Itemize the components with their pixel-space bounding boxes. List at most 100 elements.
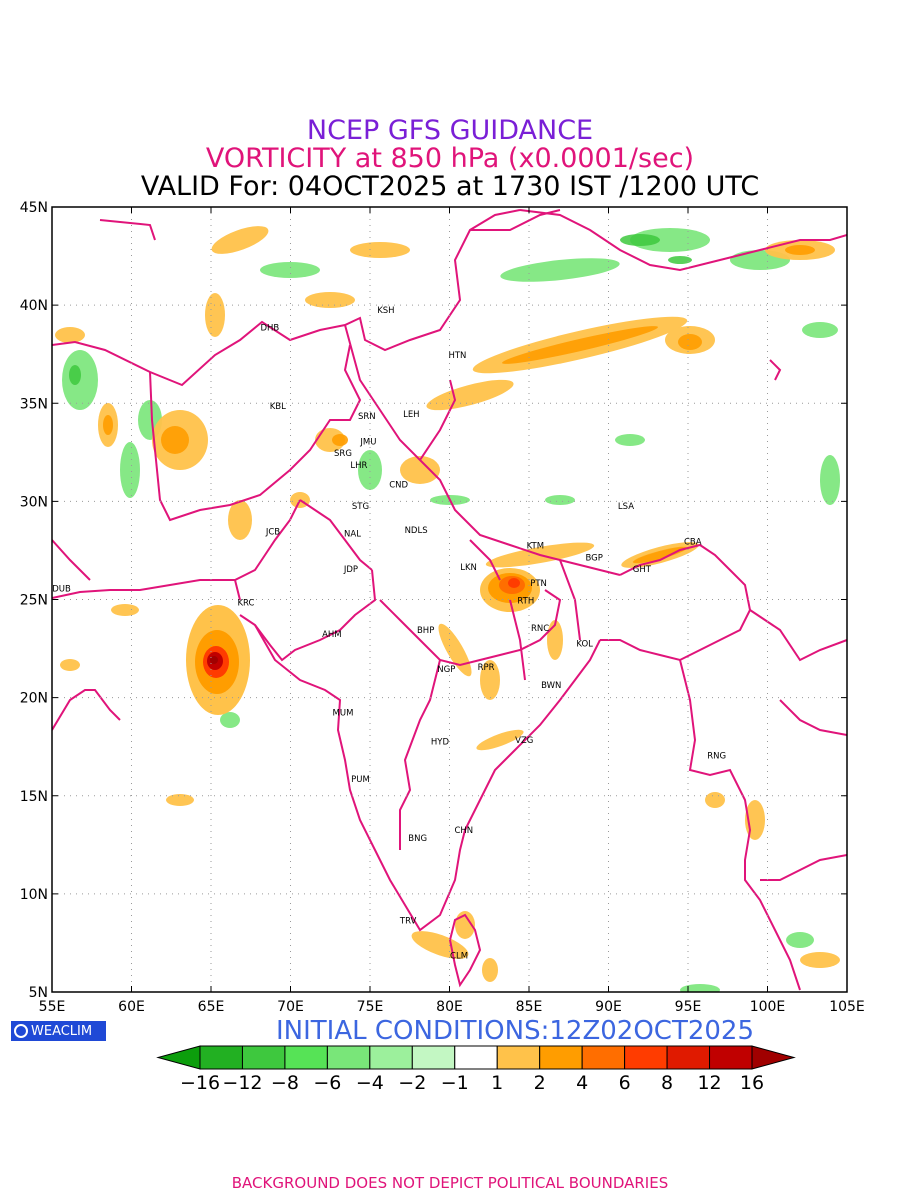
title-model: NCEP GFS GUIDANCE: [306, 115, 594, 146]
colorbar-label: 1: [491, 1072, 503, 1094]
city-label: PTN: [530, 579, 547, 589]
lat-tick-label: 5N: [29, 985, 48, 1001]
city-label: LSA: [618, 502, 634, 512]
city-label: DUB: [52, 585, 71, 595]
colorbar-arrow-high: [751, 1045, 796, 1070]
lat-tick-label: 45N: [20, 200, 48, 216]
plot-frame: [51, 206, 848, 993]
city-label: LKN: [460, 563, 477, 573]
city-label: STG: [352, 502, 369, 512]
colorbar-swatch: [369, 1045, 413, 1070]
lat-tick-label: 30N: [20, 494, 48, 510]
colorbar-legend: −16 −12 −8 −6 −4 −2 −1 1 2 4 6 8 12 16: [156, 1045, 796, 1094]
axis-ticks: 55E 60E 65E 70E 75E 80E 85E 90E 95E 100E 105E 45N 40…: [20, 200, 865, 1015]
city-label: KBL: [270, 402, 286, 412]
city-label: KRC: [237, 598, 254, 608]
colorbar-swatch: [411, 1045, 456, 1070]
city-label: LEH: [403, 410, 420, 420]
city-label: RPR: [478, 663, 495, 673]
lat-tick-label: 20N: [20, 691, 48, 707]
city-label: GHT: [633, 565, 652, 575]
lon-tick-label: 55E: [39, 999, 66, 1015]
lon-tick-label: 65E: [198, 999, 225, 1015]
weaclim-logo-icon: [14, 1024, 28, 1038]
city-label: SRG: [334, 449, 352, 459]
lat-tick-label: 25N: [20, 593, 48, 609]
colorbar-label: 12: [697, 1072, 721, 1094]
city-label: KSH: [377, 306, 394, 316]
colorbar-swatch: [199, 1045, 243, 1070]
colorbar-label: −6: [313, 1072, 341, 1094]
colorbar-swatch: [496, 1045, 541, 1070]
city-label: VZG: [515, 736, 533, 746]
city-label: BHP: [417, 626, 434, 636]
city-label: JDP: [343, 565, 358, 575]
colorbar-swatch: [539, 1045, 583, 1070]
city-label: BWN: [541, 681, 561, 691]
city-label: MUM: [333, 708, 354, 718]
city-label: HYD: [431, 738, 450, 748]
colorbar-label: −4: [356, 1072, 384, 1094]
colorbar-swatch: [284, 1045, 328, 1070]
lat-tick-label: 10N: [20, 887, 48, 903]
initial-conditions: INITIAL CONDITIONS:12Z02OCT2025: [276, 1016, 755, 1046]
colorbar-swatch: [666, 1045, 711, 1070]
colorbar-swatch: [709, 1045, 753, 1070]
footer-disclaimer: BACKGROUND DOES NOT DEPICT POLITICAL BOU…: [231, 1174, 669, 1192]
city-label: SRN: [358, 412, 376, 422]
colorbar-swatch: [454, 1045, 498, 1070]
city-label: JMU: [359, 437, 376, 447]
colorbar-swatch: [624, 1045, 668, 1070]
lat-tick-label: 35N: [20, 396, 48, 412]
boundary-lines: [52, 209, 847, 991]
lon-tick-label: 95E: [675, 999, 702, 1015]
colorbar-label: 6: [619, 1072, 631, 1094]
title-field: VORTICITY at 850 hPa (x0.0001/sec): [205, 143, 695, 174]
city-label: RTH: [517, 596, 534, 606]
city-label: HTN: [448, 351, 466, 361]
weaclim-badge: WEACLIM: [11, 1021, 106, 1041]
colorbar-label: −8: [271, 1072, 299, 1094]
colorbar-label: 16: [740, 1072, 764, 1094]
colorbar-label: −16: [180, 1072, 220, 1094]
cyclone-system: [186, 605, 250, 715]
city-label: BNG: [408, 834, 427, 844]
lon-tick-label: 75E: [357, 999, 384, 1015]
city-label: RNG: [707, 751, 726, 761]
colorbar-swatch: [326, 1045, 371, 1070]
city-label: DHB: [260, 324, 279, 334]
lon-tick-label: 70E: [277, 999, 304, 1015]
colorbar-label: −12: [222, 1072, 262, 1094]
lon-tick-label: 100E: [750, 999, 786, 1015]
vorticity-field: [55, 226, 840, 992]
city-label: CND: [389, 481, 408, 491]
city-label: CLM: [450, 952, 468, 962]
lon-tick-label: 85E: [516, 999, 543, 1015]
city-label: BGP: [585, 553, 602, 563]
lat-tick-label: 15N: [20, 789, 48, 805]
lon-tick-label: 60E: [118, 999, 145, 1015]
city-label: NGP: [437, 665, 455, 675]
lon-tick-label: 90E: [595, 999, 622, 1015]
city-label: NAL: [344, 530, 361, 540]
colorbar-label: −2: [398, 1072, 426, 1094]
lon-tick-label: 105E: [829, 999, 865, 1015]
city-label: RNC: [531, 624, 549, 634]
colorbar-arrow-low: [156, 1045, 201, 1070]
grid-lines: [52, 207, 847, 992]
city-label: LHR: [350, 461, 367, 471]
lat-tick-label: 40N: [20, 298, 48, 314]
colorbar-label: 2: [534, 1072, 546, 1094]
title-valid-time: VALID For: 04OCT2025 at 1730 IST /1200 U…: [140, 171, 760, 202]
city-label: TRV: [399, 916, 417, 926]
city-labels: KSH DHB HTN KBL SRN LEH JMU SRG LHR CND STG LSA JCB N…: [52, 306, 726, 962]
colorbar-label: 8: [661, 1072, 673, 1094]
city-label: KOL: [576, 640, 593, 650]
lon-tick-label: 80E: [436, 999, 463, 1015]
city-label: PUM: [351, 775, 370, 785]
city-label: NDLS: [405, 526, 428, 536]
colorbar-swatch: [581, 1045, 626, 1070]
colorbar-label: −1: [441, 1072, 469, 1094]
city-label: CHN: [454, 826, 473, 836]
